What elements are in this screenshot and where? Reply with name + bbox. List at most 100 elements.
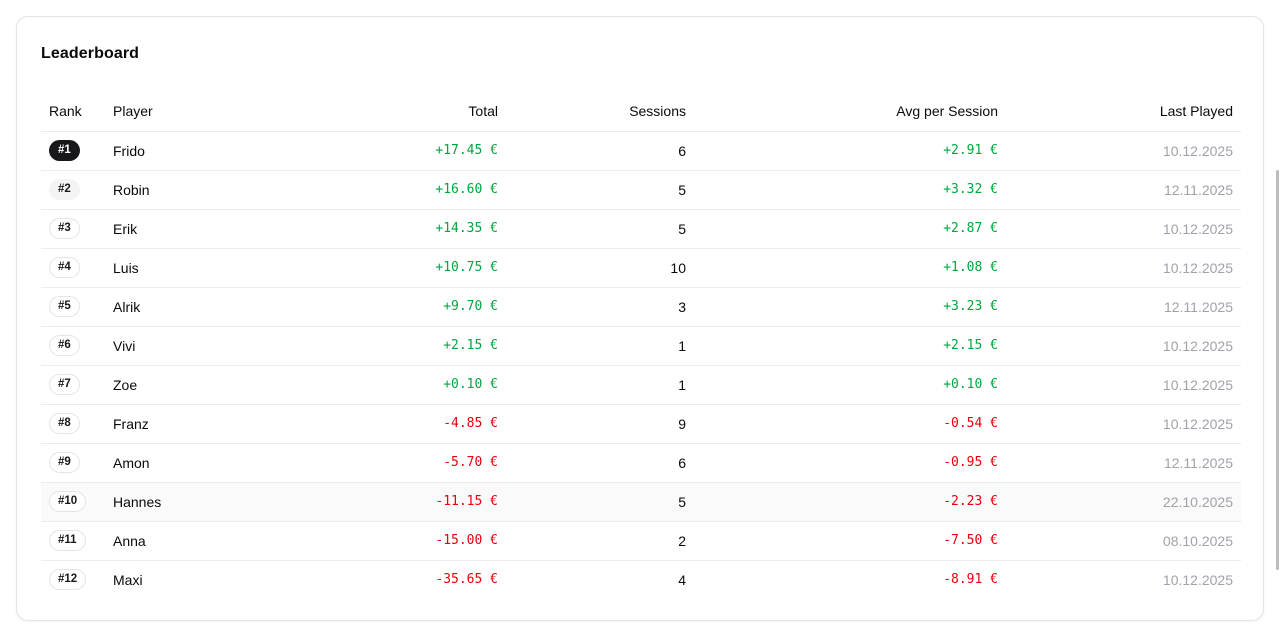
table-row[interactable]: #1 Frido +17.45 € 6 +2.91 € 10.12.2025 [41,131,1241,171]
avg-value: +2.15 € [694,326,1006,366]
sessions-value: 5 [506,482,694,522]
total-value: -35.65 € [435,572,498,588]
last-played-value: 10.12.2025 [1006,131,1241,171]
total-value: +10.75 € [286,248,506,288]
rank-cell: #4 [41,248,105,288]
rank-badge: #2 [49,179,80,201]
table-row[interactable]: #9 Amon -5.70 € 6 -0.95 € 12.11.2025 [41,443,1241,483]
last-played-value: 10.12.2025 [1006,209,1241,249]
last-played-value: 10.12.2025 [1006,365,1241,405]
table-row[interactable]: #8 Franz -4.85 € 9 -0.54 € 10.12.2025 [41,404,1241,444]
player-name: Vivi [105,326,286,366]
rank-cell: #9 [41,443,105,483]
rank-cell: #1 [41,131,105,171]
avg-value: +0.10 € [694,365,1006,405]
player-name: Frido [105,131,286,171]
last-played-value: 10.12.2025 [1006,404,1241,444]
avg-value: -0.95 € [694,443,1006,483]
total-value: +14.35 € [286,209,506,249]
avg-value: -2.23 € [694,482,1006,522]
rank-badge: #12 [49,569,87,591]
sessions-value: 1 [506,326,694,366]
leaderboard-table: Rank Player Total Sessions Avg per Sessi… [41,91,1241,599]
avg-value: +2.87 € [694,209,1006,249]
last-played-value: 08.10.2025 [1006,521,1241,561]
table-header-row: Rank Player Total Sessions Avg per Sessi… [41,91,1241,132]
last-played-value: 10.12.2025 [1006,248,1241,288]
rank-cell: #12 [41,560,105,599]
avg-value: -7.50 € [694,521,1006,561]
sessions-value: 5 [506,209,694,249]
last-played-value: 12.11.2025 [1006,170,1241,210]
rank-badge: #6 [49,335,80,357]
total-value: -4.85 € [286,404,506,444]
player-name: Anna [105,521,286,561]
table-row[interactable]: #4 Luis +10.75 € 10 +1.08 € 10.12.2025 [41,248,1241,288]
table-row[interactable]: #6 Vivi +2.15 € 1 +2.15 € 10.12.2025 [41,326,1241,366]
total-value: +0.10 € [286,365,506,405]
last-played-value: 10.12.2025 [1162,571,1233,588]
rank-badge: #11 [49,530,86,552]
sessions-value: 3 [506,287,694,327]
total-value: +16.60 € [286,170,506,210]
avg-value: +2.91 € [694,131,1006,171]
table-row[interactable]: #2 Robin +16.60 € 5 +3.32 € 12.11.2025 [41,170,1241,210]
sessions-value: 9 [506,404,694,444]
total-value: +17.45 € [286,131,506,171]
sessions-value: 6 [506,131,694,171]
col-header-total: Total [286,91,506,132]
table-row[interactable]: #7 Zoe +0.10 € 1 +0.10 € 10.12.2025 [41,365,1241,405]
player-name: Maxi [113,571,143,588]
sessions-value: 4 [678,571,686,588]
table-row[interactable]: #12 Maxi -35.65 € 4 -8.91 € 10.12.2025 [41,560,1241,599]
player-name: Luis [105,248,286,288]
total-value: +9.70 € [286,287,506,327]
sessions-value: 5 [506,170,694,210]
vertical-scrollbar-thumb[interactable] [1276,170,1279,570]
rank-cell: #10 [41,482,105,522]
rank-badge: #3 [49,218,80,240]
player-name: Hannes [105,482,286,522]
total-value: -15.00 € [286,521,506,561]
rank-badge: #10 [49,491,87,513]
total-value: -5.70 € [286,443,506,483]
total-value: +2.15 € [286,326,506,366]
sessions-value: 6 [506,443,694,483]
table-row[interactable]: #5 Alrik +9.70 € 3 +3.23 € 12.11.2025 [41,287,1241,327]
rank-badge: #5 [49,296,80,318]
rank-cell: #2 [41,170,105,210]
player-name: Franz [105,404,286,444]
player-name: Robin [105,170,286,210]
rank-badge: #1 [49,140,80,162]
total-value: -11.15 € [286,482,506,522]
last-played-value: 12.11.2025 [1006,443,1241,483]
last-played-value: 12.11.2025 [1006,287,1241,327]
rank-cell: #7 [41,365,105,405]
rank-cell: #8 [41,404,105,444]
rank-badge: #8 [49,413,80,435]
player-name: Amon [105,443,286,483]
avg-value: -0.54 € [694,404,1006,444]
rank-cell: #11 [41,521,105,561]
rank-cell: #5 [41,287,105,327]
col-header-player: Player [105,91,286,132]
avg-value: +3.32 € [694,170,1006,210]
table-row[interactable]: #3 Erik +14.35 € 5 +2.87 € 10.12.2025 [41,209,1241,249]
rank-badge: #9 [49,452,80,474]
col-header-rank: Rank [41,91,105,132]
player-name: Zoe [105,365,286,405]
rank-badge: #4 [49,257,80,279]
rank-cell: #3 [41,209,105,249]
table-row[interactable]: #10 Hannes -11.15 € 5 -2.23 € 22.10.2025 [41,482,1241,522]
player-name: Alrik [105,287,286,327]
sessions-value: 10 [506,248,694,288]
rank-badge: #7 [49,374,80,396]
avg-value: +3.23 € [694,287,1006,327]
sessions-value: 1 [506,365,694,405]
col-header-avg: Avg per Session [694,91,1006,132]
page-title: Leaderboard [41,45,140,62]
last-played-value: 10.12.2025 [1006,326,1241,366]
table-row[interactable]: #11 Anna -15.00 € 2 -7.50 € 08.10.2025 [41,521,1241,561]
player-name: Erik [105,209,286,249]
leaderboard-card: Leaderboard Rank Player Total Sessions A… [16,16,1264,621]
